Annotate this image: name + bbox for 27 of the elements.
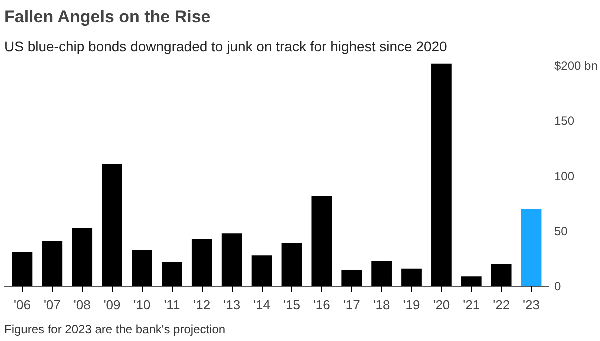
x-tick-label: '16	[313, 298, 330, 312]
chart-subtitle: US blue-chip bonds downgraded to junk on track for highest since 2020	[4, 38, 448, 54]
x-tick-label: '15	[284, 298, 300, 312]
text: Figures for 2023 are the bank's projection	[4, 322, 226, 336]
x-tick-label: '21	[463, 298, 480, 312]
x-tick-label: '20	[433, 298, 450, 312]
x-tick-label: '19	[403, 298, 420, 312]
x-tick-label: '18	[373, 298, 390, 312]
x-tick-label: '10	[134, 298, 151, 312]
y-tick-label: 50	[554, 224, 568, 238]
x-tick-label: '23	[523, 298, 540, 312]
y-tick-label: 100	[554, 169, 575, 184]
x-tick-label: '07	[44, 298, 61, 312]
x-tick-label: '22	[493, 298, 510, 312]
y-tick-label: 0	[554, 280, 562, 294]
chart-title: Fallen Angels on the Rise	[4, 8, 211, 26]
x-tick-label: '11	[164, 298, 180, 312]
x-tick-label: '17	[343, 298, 360, 312]
x-tick-label: '12	[194, 298, 211, 312]
x-tick-label: '06	[14, 298, 31, 312]
y-tick-label: 150	[554, 114, 575, 128]
y-tick-label: $200 bn	[554, 59, 598, 74]
x-tick-label: '09	[104, 298, 121, 312]
x-tick-label: '14	[254, 298, 271, 312]
x-tick-label: '13	[224, 298, 241, 312]
x-tick-label: '08	[74, 298, 91, 312]
bar	[521, 209, 542, 286]
